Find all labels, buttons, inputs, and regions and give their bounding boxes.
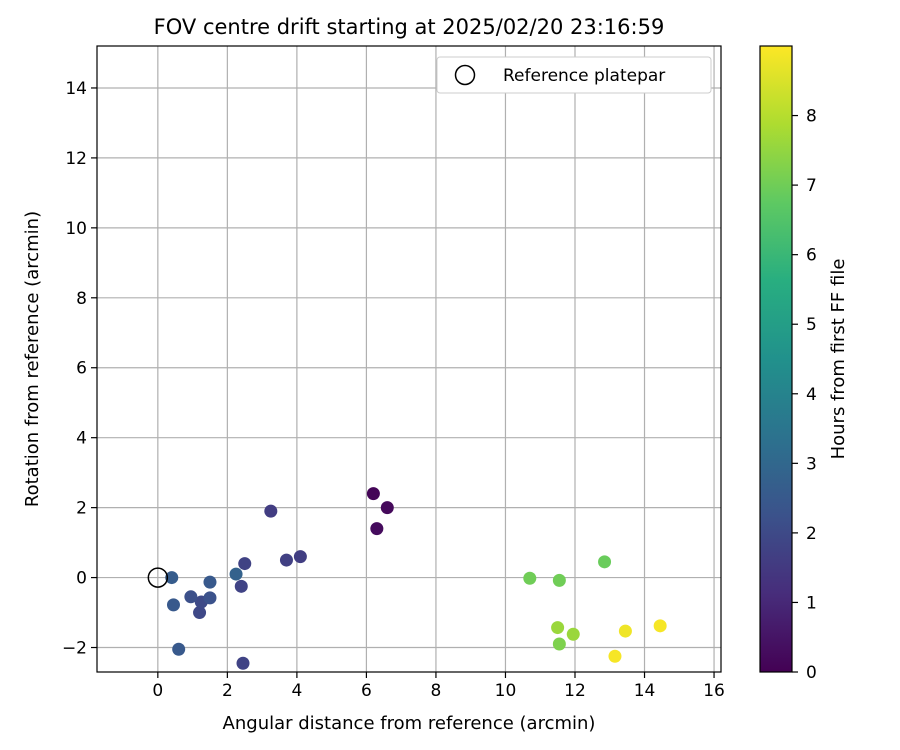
x-tick-label: 8 — [431, 681, 442, 701]
reference-platepar-marker — [147, 567, 169, 588]
y-tick-label: 2 — [76, 499, 87, 519]
data-point — [566, 627, 580, 641]
colorbar-gradient — [759, 45, 793, 673]
data-point — [370, 522, 384, 536]
y-tick-label: 4 — [76, 429, 87, 449]
data-point — [234, 579, 248, 593]
data-points — [147, 487, 667, 670]
y-axis-label: Rotation from reference (arcmin) — [22, 211, 43, 507]
y-tick-label: 0 — [76, 569, 87, 589]
x-tick-label: 12 — [564, 681, 586, 701]
colorbar-ticks: 0 1 2 3 4 5 6 7 8 — [792, 107, 817, 683]
colorbar-tick-label: 7 — [806, 176, 817, 196]
x-tick-label: 2 — [222, 681, 233, 701]
x-tick-label: 4 — [291, 681, 302, 701]
data-point — [598, 555, 612, 569]
grid — [97, 46, 721, 672]
colorbar-label: Hours from first FF file — [828, 259, 849, 460]
data-point — [166, 598, 180, 612]
legend: Reference platepar — [436, 56, 712, 94]
colorbar-tick-label: 4 — [806, 385, 817, 405]
x-tick-label: 16 — [703, 681, 725, 701]
data-point — [203, 591, 217, 605]
data-point — [229, 567, 243, 581]
colorbar-tick-label: 5 — [806, 315, 817, 335]
data-point — [236, 656, 250, 670]
data-point — [203, 575, 217, 589]
data-point — [264, 504, 278, 518]
data-point — [172, 642, 186, 656]
y-tick-label: 10 — [65, 219, 87, 239]
y-tick-label: 6 — [76, 359, 87, 379]
data-point — [551, 621, 565, 635]
x-tick-label: 6 — [361, 681, 372, 701]
colorbar-tick-label: 1 — [806, 593, 817, 613]
plot-frame — [96, 45, 722, 673]
data-point — [618, 624, 632, 638]
data-point — [193, 606, 207, 620]
y-tick-label: 12 — [65, 149, 87, 169]
legend-box — [436, 56, 712, 94]
y-tick-label: 14 — [65, 79, 87, 99]
data-point — [653, 619, 667, 633]
data-point — [608, 649, 622, 663]
legend-reference-label: Reference platepar — [503, 66, 665, 86]
data-point — [279, 553, 293, 567]
colorbar-tick-label: 6 — [806, 246, 817, 266]
data-point — [552, 637, 566, 651]
colorbar: 0 1 2 3 4 5 6 7 8 Hours from first FF file — [759, 45, 849, 683]
data-point — [184, 590, 198, 604]
colorbar-tick-label: 8 — [806, 107, 817, 127]
data-point — [238, 557, 252, 571]
data-point — [523, 571, 537, 585]
x-tick-label: 14 — [634, 681, 656, 701]
y-tick-label: −2 — [62, 639, 87, 659]
y-axis-ticks: −2 0 2 4 6 8 10 12 14 — [62, 79, 97, 659]
colorbar-tick-label: 2 — [806, 524, 817, 544]
legend-reference-marker — [454, 64, 476, 86]
colorbar-tick-label: 0 — [806, 663, 817, 683]
y-tick-label: 8 — [76, 289, 87, 309]
chart-title: FOV centre drift starting at 2025/02/20 … — [154, 15, 665, 39]
data-point — [366, 487, 380, 501]
x-axis-label: Angular distance from reference (arcmin) — [223, 713, 596, 734]
colorbar-tick-label: 3 — [806, 454, 817, 474]
data-point — [552, 573, 566, 587]
x-axis-ticks: 0 2 4 6 8 10 12 14 16 — [152, 672, 725, 701]
data-point — [165, 571, 179, 585]
x-tick-label: 0 — [152, 681, 163, 701]
data-point — [380, 501, 394, 515]
x-tick-label: 10 — [495, 681, 517, 701]
data-point — [293, 550, 307, 564]
